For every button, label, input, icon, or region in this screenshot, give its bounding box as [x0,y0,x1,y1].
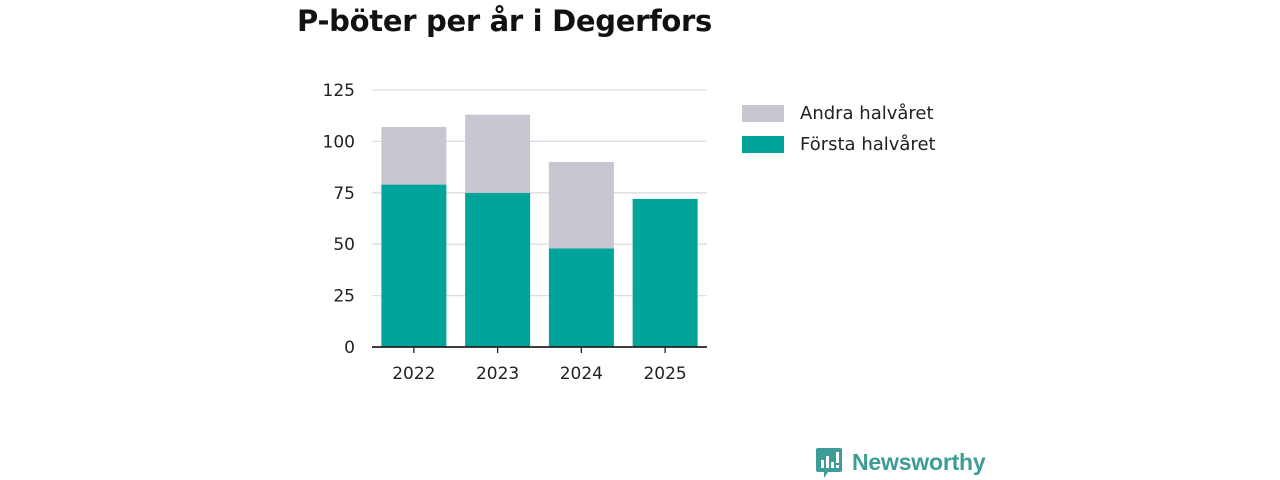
y-tick-label: 50 [333,235,355,255]
legend: Andra halvåret Första halvåret [742,98,936,160]
legend-label-andra: Andra halvåret [800,103,934,124]
legend-swatch-andra [742,105,784,122]
x-tick-label: 2022 [392,364,435,384]
bar-forsta-2025 [632,198,698,347]
bar-andra-2024 [548,161,614,249]
y-tick-label: 75 [333,184,355,204]
legend-item-andra: Andra halvåret [742,98,936,129]
legend-item-forsta: Första halvåret [742,129,936,160]
y-tick-label: 25 [333,287,355,307]
x-tick-label: 2023 [476,364,519,384]
bar-andra-2023 [465,114,531,193]
y-tick-label: 100 [323,132,355,152]
axes: 0 25 50 75 100 125 2022 2023 2024 2025 [323,81,707,384]
legend-label-forsta: Första halvåret [800,134,936,155]
bar-andra-2022 [381,127,447,185]
chart-title: P-böter per år i Degerfors [297,4,712,38]
bar-forsta-2024 [548,248,614,347]
newsworthy-logo-text: Newsworthy [852,449,986,475]
bars [381,114,698,347]
bar-forsta-2022 [381,184,447,347]
y-tick-label: 125 [323,81,355,101]
y-tick-label: 0 [344,338,355,358]
x-tick-label: 2025 [643,364,686,384]
x-tick-label: 2024 [560,364,603,384]
bar-forsta-2023 [465,192,531,347]
newsworthy-logo: Newsworthy [815,446,986,479]
newsworthy-logo-icon [816,448,842,478]
legend-swatch-forsta [742,136,784,153]
